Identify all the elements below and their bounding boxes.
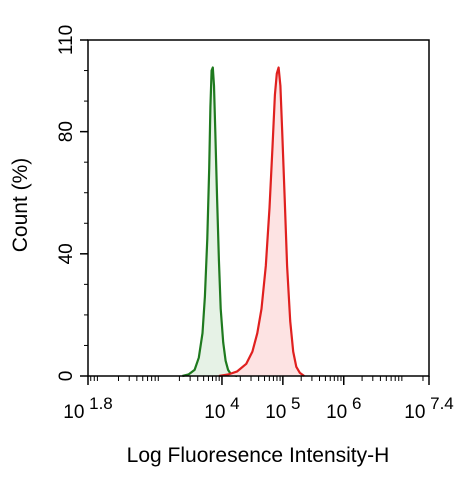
x-tick-base: 10 [63, 402, 84, 423]
x-tick-exponent: 4 [225, 394, 239, 413]
x-tick-label: 10 5 [265, 394, 300, 423]
series-2-line [218, 66, 305, 378]
x-tick-label: 10 1.8 [63, 394, 113, 423]
x-tick-exponent: 6 [347, 394, 361, 413]
y-tick-label: 110 [56, 25, 77, 55]
x-tick-label: 10 6 [326, 394, 361, 423]
series-2-fill [218, 67, 305, 376]
x-tick-base: 10 [404, 402, 425, 423]
x-tick-base: 10 [326, 402, 347, 423]
series-1-fill [182, 67, 238, 376]
x-axis-title: Log Fluoresence Intensity-H [127, 444, 390, 467]
x-tick-exponent: 7.4 [425, 394, 453, 413]
x-tick-base: 10 [265, 402, 286, 423]
y-tick-label: 0 [56, 371, 77, 382]
x-tick-label: 10 7.4 [404, 394, 454, 423]
y-axis-title: Count (%) [9, 158, 32, 253]
series-1-line [182, 66, 238, 378]
x-tick-exponent: 5 [286, 394, 300, 413]
x-axis: 10 1.8 10 4 10 5 10 6 10 7.4 [63, 376, 454, 423]
x-tick-exponent: 1.8 [84, 394, 112, 413]
y-axis: 0 40 80 110 [56, 25, 88, 381]
y-tick-label: 40 [56, 243, 77, 264]
x-tick-base: 10 [204, 402, 225, 423]
y-tick-label: 80 [56, 121, 77, 142]
plot-area [182, 66, 305, 378]
x-tick-label: 10 4 [204, 394, 239, 423]
